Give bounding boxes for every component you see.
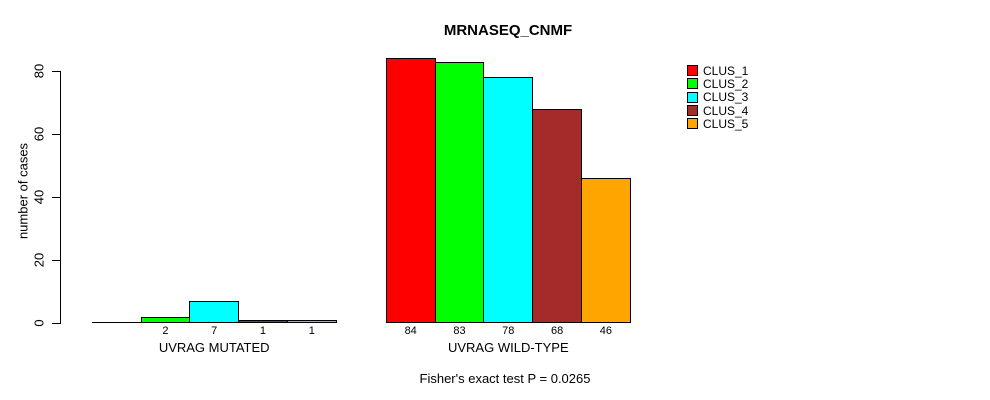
bar-value-label: 68 bbox=[550, 325, 564, 337]
bar-value-label: 7 bbox=[211, 325, 218, 337]
legend-label: CLUS_4 bbox=[703, 103, 749, 118]
legend-item-clus_2: CLUS_2 bbox=[687, 77, 748, 90]
bar-value-label: 83 bbox=[453, 325, 466, 337]
bar-clus_3-uvrag-wild-type bbox=[483, 77, 534, 323]
bar-value-label: 1 bbox=[308, 325, 315, 337]
bar-clus_4-uvrag-mutated bbox=[238, 319, 288, 323]
y-tick bbox=[52, 71, 60, 72]
legend-label: CLUS_1 bbox=[703, 63, 749, 78]
y-tick-label: 40 bbox=[31, 189, 47, 205]
y-tick bbox=[52, 323, 60, 324]
y-axis-label: number of cases bbox=[15, 142, 31, 240]
legend-label: CLUS_5 bbox=[703, 116, 749, 131]
bar-value-label: 84 bbox=[404, 325, 417, 337]
bar-value-label: 1 bbox=[259, 325, 267, 337]
legend: CLUS_1 CLUS_2 CLUS_3 CLUS_4 CLUS_5 bbox=[687, 64, 748, 130]
legend-label: CLUS_3 bbox=[703, 90, 749, 105]
bar-value-label: 78 bbox=[502, 325, 515, 337]
bar-clus_4-uvrag-wild-type bbox=[532, 108, 582, 323]
group-label-uvrag-wild-type: UVRAG WILD-TYPE bbox=[447, 340, 569, 355]
legend-swatch-clus_5 bbox=[687, 118, 698, 130]
bar-clus_3-uvrag-mutated bbox=[189, 300, 240, 323]
legend-item-clus_3: CLUS_3 bbox=[687, 91, 748, 104]
legend-item-clus_1: CLUS_1 bbox=[687, 64, 748, 77]
bar-value-label: 46 bbox=[599, 325, 613, 337]
legend-swatch-clus_3 bbox=[687, 91, 698, 103]
y-tick bbox=[52, 134, 60, 135]
bar-value-label: 2 bbox=[162, 325, 169, 337]
bar-clus_5-uvrag-wild-type bbox=[581, 178, 631, 323]
y-tick-label: 0 bbox=[31, 319, 47, 327]
bar-clus_1-uvrag-wild-type bbox=[385, 58, 436, 323]
legend-swatch-clus_4 bbox=[687, 105, 698, 117]
chart-title: MRNASEQ_CNMF bbox=[443, 22, 573, 39]
y-axis-line bbox=[60, 71, 61, 324]
bar-clus_1-uvrag-mutated bbox=[91, 322, 142, 323]
bar-clus_2-uvrag-wild-type bbox=[434, 61, 485, 323]
y-tick bbox=[52, 197, 60, 198]
bar-clus_2-uvrag-mutated bbox=[140, 316, 191, 323]
y-tick-label: 60 bbox=[31, 126, 47, 142]
legend-label: CLUS_2 bbox=[703, 76, 749, 91]
legend-item-clus_4: CLUS_4 bbox=[687, 104, 748, 117]
y-tick-label: 80 bbox=[31, 63, 47, 79]
fisher-test-annotation: Fisher's exact test P = 0.0265 bbox=[419, 371, 591, 386]
bar-clus_5-uvrag-mutated bbox=[286, 319, 337, 323]
group-label-uvrag-mutated: UVRAG MUTATED bbox=[158, 340, 270, 355]
y-tick-label: 20 bbox=[31, 252, 47, 268]
legend-swatch-clus_2 bbox=[687, 78, 698, 90]
y-tick bbox=[52, 260, 60, 261]
legend-item-clus_5: CLUS_5 bbox=[687, 117, 748, 130]
legend-swatch-clus_1 bbox=[687, 65, 698, 77]
